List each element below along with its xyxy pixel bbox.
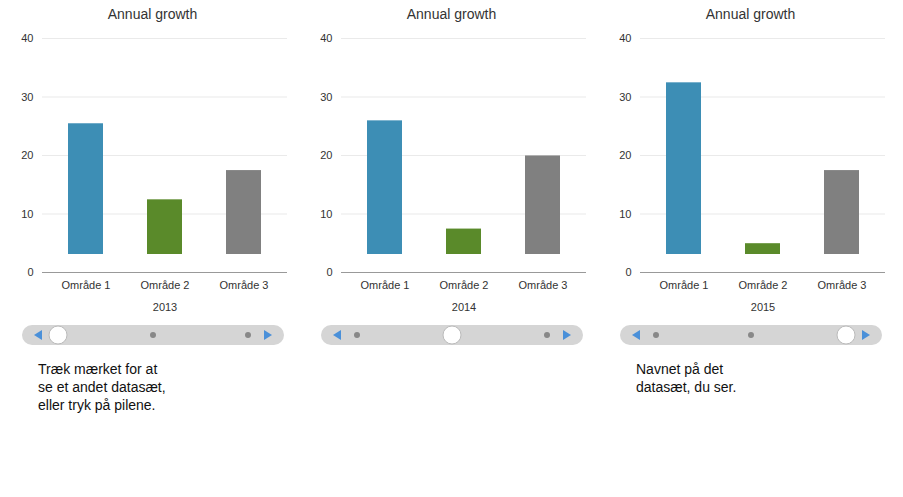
svg-text:10: 10 [21,208,33,220]
svg-text:10: 10 [320,208,332,220]
svg-text:Område 2: Område 2 [141,279,190,291]
html-text:Træk mærket for at se et andet: Træk mærket for at se et andet datasæt, … [38,361,166,414]
svg-text:0: 0 [625,266,631,278]
html-text:Annual growth: Annual growth [107,6,198,22]
svg-text:Område 3: Område 3 [818,279,867,291]
svg-text:Område 1: Område 1 [361,279,410,291]
svg-text:30: 30 [21,91,33,103]
svg-text:Område 2: Område 2 [739,279,788,291]
svg-text:40: 40 [320,32,332,44]
svg-text:2013: 2013 [153,301,177,313]
svg-text:30: 30 [619,91,631,103]
svg-text:2014: 2014 [452,301,476,313]
svg-text:10: 10 [619,208,631,220]
svg-text:Område 1: Område 1 [62,279,111,291]
html-text:Navnet på det datasæt, du ser.: Navnet på det datasæt, du ser. [636,361,737,396]
svg-text:Område 1: Område 1 [660,279,709,291]
svg-text:Område 3: Område 3 [220,279,269,291]
svg-text:2015: 2015 [751,301,775,313]
svg-text:0: 0 [27,266,33,278]
svg-text:0: 0 [326,266,332,278]
svg-text:40: 40 [21,32,33,44]
html-text:Annual growth: Annual growth [406,6,497,22]
svg-text:20: 20 [320,149,332,161]
svg-text:20: 20 [619,149,631,161]
svg-text:40: 40 [619,32,631,44]
svg-text:30: 30 [320,91,332,103]
svg-text:Område 2: Område 2 [440,279,489,291]
svg-text:Område 3: Område 3 [519,279,568,291]
svg-text:20: 20 [21,149,33,161]
html-text:Annual growth: Annual growth [705,6,796,22]
